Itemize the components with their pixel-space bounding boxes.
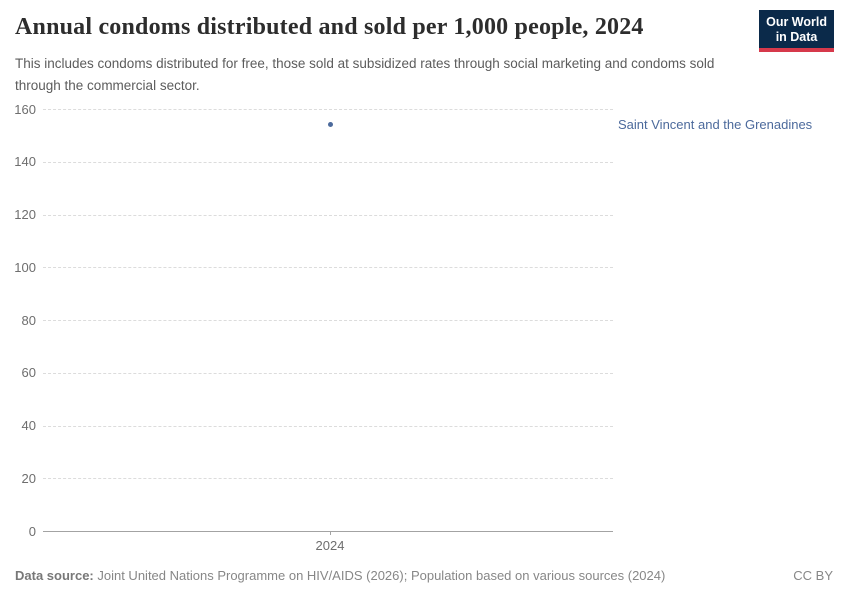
chart-subtitle: This includes condoms distributed for fr… [15, 56, 715, 93]
y-tick-label-0: 0 [28, 523, 36, 539]
owid-logo-line1: Our World [766, 15, 827, 29]
owid-logo[interactable]: Our World in Data [759, 10, 834, 52]
y-tick-label-20: 20 [21, 470, 36, 486]
owid-logo-line2: in Data [775, 30, 818, 44]
gridline-y-60 [43, 372, 613, 374]
data-source-label: Data source: [15, 568, 94, 583]
entity-label[interactable]: Saint Vincent and the Grenadines [618, 116, 813, 132]
data-source-text: Joint United Nations Programme on HIV/AI… [93, 568, 666, 583]
y-tick-label-160: 160 [14, 101, 36, 117]
x-tick-label-2024: 2024 [315, 538, 345, 553]
data-source-note: Data source: Joint United Nations Progra… [15, 568, 665, 583]
gridline-y-100 [43, 267, 613, 269]
y-tick-label-140: 140 [14, 154, 36, 170]
page-title: Annual condoms distributed and sold per … [15, 14, 644, 40]
gridline-y-20 [43, 478, 613, 480]
y-tick-label-100: 100 [14, 259, 36, 275]
gridline-y-40 [43, 425, 613, 427]
y-tick-label-60: 60 [21, 365, 36, 381]
y-tick-label-40: 40 [21, 418, 36, 433]
gridline-y-120 [43, 214, 613, 216]
x-tick-mark-2024 [330, 531, 331, 535]
gridline-y-140 [43, 161, 613, 163]
y-tick-label-120: 120 [14, 207, 36, 222]
gridline-y-80 [43, 320, 613, 321]
y-tick-label-80: 80 [21, 312, 36, 328]
data-point[interactable] [327, 122, 333, 128]
license-badge[interactable]: CC BY [793, 568, 833, 583]
gridline-y-160 [43, 109, 613, 110]
chart-footer: Data source: Joint United Nations Progra… [15, 568, 833, 583]
x-axis-line [43, 531, 613, 532]
